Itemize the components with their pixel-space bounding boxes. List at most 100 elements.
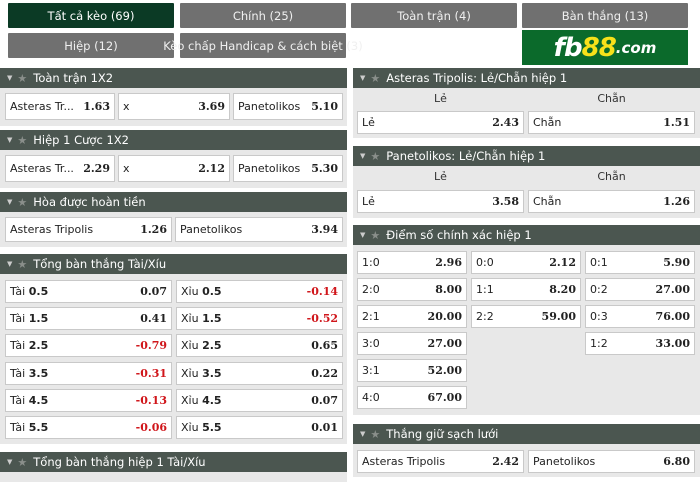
selection-label: Xỉu 0.5	[181, 285, 222, 298]
favorite-star-icon[interactable]: ★	[370, 149, 381, 163]
section-header[interactable]: ▼ ★ Panetolikos: Lẻ/Chẵn hiệp 1	[353, 146, 700, 166]
selection-label: 1:2	[590, 337, 608, 350]
fb88-logo: fb 88 .com	[522, 30, 688, 65]
odds-cell[interactable]: 0:0 2.12	[471, 251, 581, 274]
section-header[interactable]: ▼ ★ Asteras Tripolis: Lẻ/Chẵn hiệp 1	[353, 68, 700, 88]
odds-cell[interactable]: 2:0 8.00	[357, 278, 467, 301]
odds-cell[interactable]: Tài 5.5 -0.06	[5, 416, 172, 439]
favorite-star-icon[interactable]: ★	[17, 455, 28, 469]
selection-label: 3:1	[362, 364, 380, 377]
odds-cell[interactable]: Panetolikos 5.10	[233, 93, 343, 120]
odds-cell[interactable]: Lẻ 3.58	[357, 190, 524, 213]
odds-cell[interactable]: Chẵn 1.26	[528, 190, 695, 213]
odds-cell[interactable]: Tài 4.5 -0.13	[5, 388, 172, 412]
odds-value: 1.26	[663, 195, 690, 208]
odds-cell[interactable]: 0:3 76.00	[585, 305, 695, 328]
tab-0[interactable]: Tất cả kèo (69)	[8, 3, 174, 28]
odds-cell[interactable]: 1:1 8.20	[471, 278, 581, 301]
odds-cell[interactable]: x 3.69	[118, 93, 230, 120]
selection-label: Tài 4.5	[10, 394, 48, 407]
selection-type: Xỉu	[181, 285, 199, 298]
odds-value: 3.69	[198, 100, 225, 113]
odds-value: 6.80	[663, 455, 690, 468]
odds-cell[interactable]: 2:2 59.00	[471, 305, 581, 328]
selection-label: Tài 5.5	[10, 421, 48, 434]
odds-cell[interactable]: Lẻ 2.43	[357, 111, 524, 134]
odds-cell[interactable]: Xỉu 4.5 0.07	[176, 388, 343, 412]
section-header[interactable]: ▼ ★ Tổng bàn thắng Tài/Xíu	[0, 254, 347, 274]
odds-cell[interactable]: 1:0 2.96	[357, 251, 467, 274]
tab-1[interactable]: Chính (25)	[180, 3, 346, 28]
favorite-star-icon[interactable]: ★	[370, 427, 381, 441]
collapse-caret-icon[interactable]: ▼	[7, 260, 13, 268]
odds-cell[interactable]: Asteras Tr... 2.29	[5, 155, 115, 182]
collapse-caret-icon[interactable]: ▼	[7, 198, 13, 206]
odds-cell[interactable]: Asteras Tripolis 2.42	[357, 450, 524, 473]
odds-value: 0.41	[140, 312, 167, 326]
odds-cell[interactable]: Tài 3.5 -0.31	[5, 361, 172, 385]
section-header[interactable]: ▼ ★ Toàn trận 1X2	[0, 68, 347, 88]
odds-cell[interactable]: Asteras Tr... 1.63	[5, 93, 115, 120]
odds-cell[interactable]: Panetolikos 6.80	[528, 450, 695, 473]
selection-line: 5.5	[28, 421, 49, 434]
odds-cell[interactable]: Tài 0.5 0.07	[5, 280, 172, 303]
selection-type: Xỉu	[181, 312, 199, 326]
section-title: Tổng bàn thắng Tài/Xíu	[33, 257, 167, 271]
favorite-star-icon[interactable]: ★	[370, 71, 381, 85]
selection-label: Panetolikos	[533, 455, 596, 468]
odds-cell[interactable]: Xỉu 5.5 0.01	[176, 416, 343, 439]
odds-cell[interactable]: x 2.12	[118, 155, 230, 182]
odds-cell[interactable]: Xỉu 3.5 0.22	[176, 361, 343, 385]
selection-line: 2.5	[202, 339, 222, 353]
column-label: Lẻ	[434, 170, 447, 183]
odds-cell[interactable]: 4:0 67.00	[357, 386, 467, 409]
tab-5[interactable]: Kèo chấp Handicap & cách biệt (3)	[163, 33, 363, 58]
collapse-caret-icon[interactable]: ▼	[7, 136, 13, 144]
odds-cell[interactable]: Panetolikos 3.94	[175, 217, 343, 242]
odds-value: 5.10	[311, 100, 338, 113]
favorite-star-icon[interactable]: ★	[17, 71, 28, 85]
tab-2[interactable]: Toàn trận (4)	[351, 3, 517, 28]
collapse-caret-icon[interactable]: ▼	[7, 74, 13, 82]
odds-cell[interactable]: Xỉu 0.5 -0.14	[176, 280, 343, 303]
odds-cell[interactable]: 1:2 33.00	[585, 332, 695, 355]
odds-value: 59.00	[541, 310, 576, 323]
odds-cell[interactable]: Xỉu 1.5 -0.52	[176, 307, 343, 331]
odds-cell[interactable]: Tài 1.5 0.41	[5, 307, 172, 331]
odds-cell[interactable]: Chẵn 1.51	[528, 111, 695, 134]
odds-value: 1.63	[83, 100, 110, 113]
selection-label: 1:0	[362, 256, 380, 269]
tab-3[interactable]: Bàn thắng (13)	[522, 3, 688, 28]
odds-cell[interactable]: 2:1 20.00	[357, 305, 467, 328]
selection-label: Tài 1.5	[10, 312, 48, 325]
odds-cell[interactable]: Asteras Tripolis 1.26	[5, 217, 172, 242]
collapse-caret-icon[interactable]: ▼	[360, 231, 366, 239]
favorite-star-icon[interactable]: ★	[370, 228, 381, 242]
selection-label: Panetolikos	[238, 162, 301, 175]
section-header[interactable]: ▼ ★ Tổng bàn thắng hiệp 1 Tài/Xíu	[0, 452, 347, 472]
odds-cell[interactable]: 3:0 27.00	[357, 332, 467, 355]
odds-value: 2.96	[435, 256, 462, 269]
odds-value: -0.13	[135, 393, 167, 407]
favorite-star-icon[interactable]: ★	[17, 133, 28, 147]
collapse-caret-icon[interactable]: ▼	[7, 458, 13, 466]
collapse-caret-icon[interactable]: ▼	[360, 430, 366, 438]
favorite-star-icon[interactable]: ★	[17, 257, 28, 271]
odds-cell[interactable]: 0:2 27.00	[585, 278, 695, 301]
section-header[interactable]: ▼ ★ Hòa được hoàn tiền	[0, 192, 347, 212]
favorite-star-icon[interactable]: ★	[17, 195, 28, 209]
selection-label: 4:0	[362, 391, 380, 404]
section-header[interactable]: ▼ ★ Hiệp 1 Cược 1X2	[0, 130, 347, 150]
section-header[interactable]: ▼ ★ Thắng giữ sạch lưới	[353, 424, 700, 444]
collapse-caret-icon[interactable]: ▼	[360, 74, 366, 82]
odds-cell[interactable]: Xỉu 2.5 0.65	[176, 334, 343, 358]
odds-cell[interactable]: Panetolikos 5.30	[233, 155, 343, 182]
tab-4[interactable]: Hiệp (12)	[8, 33, 174, 58]
odds-cell[interactable]: Tài 2.5 -0.79	[5, 334, 172, 358]
collapse-caret-icon[interactable]: ▼	[360, 152, 366, 160]
section-header[interactable]: ▼ ★ Điểm số chính xác hiệp 1	[353, 225, 700, 245]
section-title: Toàn trận 1X2	[33, 71, 114, 85]
odds-cell[interactable]: 0:1 5.90	[585, 251, 695, 274]
odds-cell[interactable]: 3:1 52.00	[357, 359, 467, 382]
selection-type: Xỉu	[181, 339, 199, 353]
